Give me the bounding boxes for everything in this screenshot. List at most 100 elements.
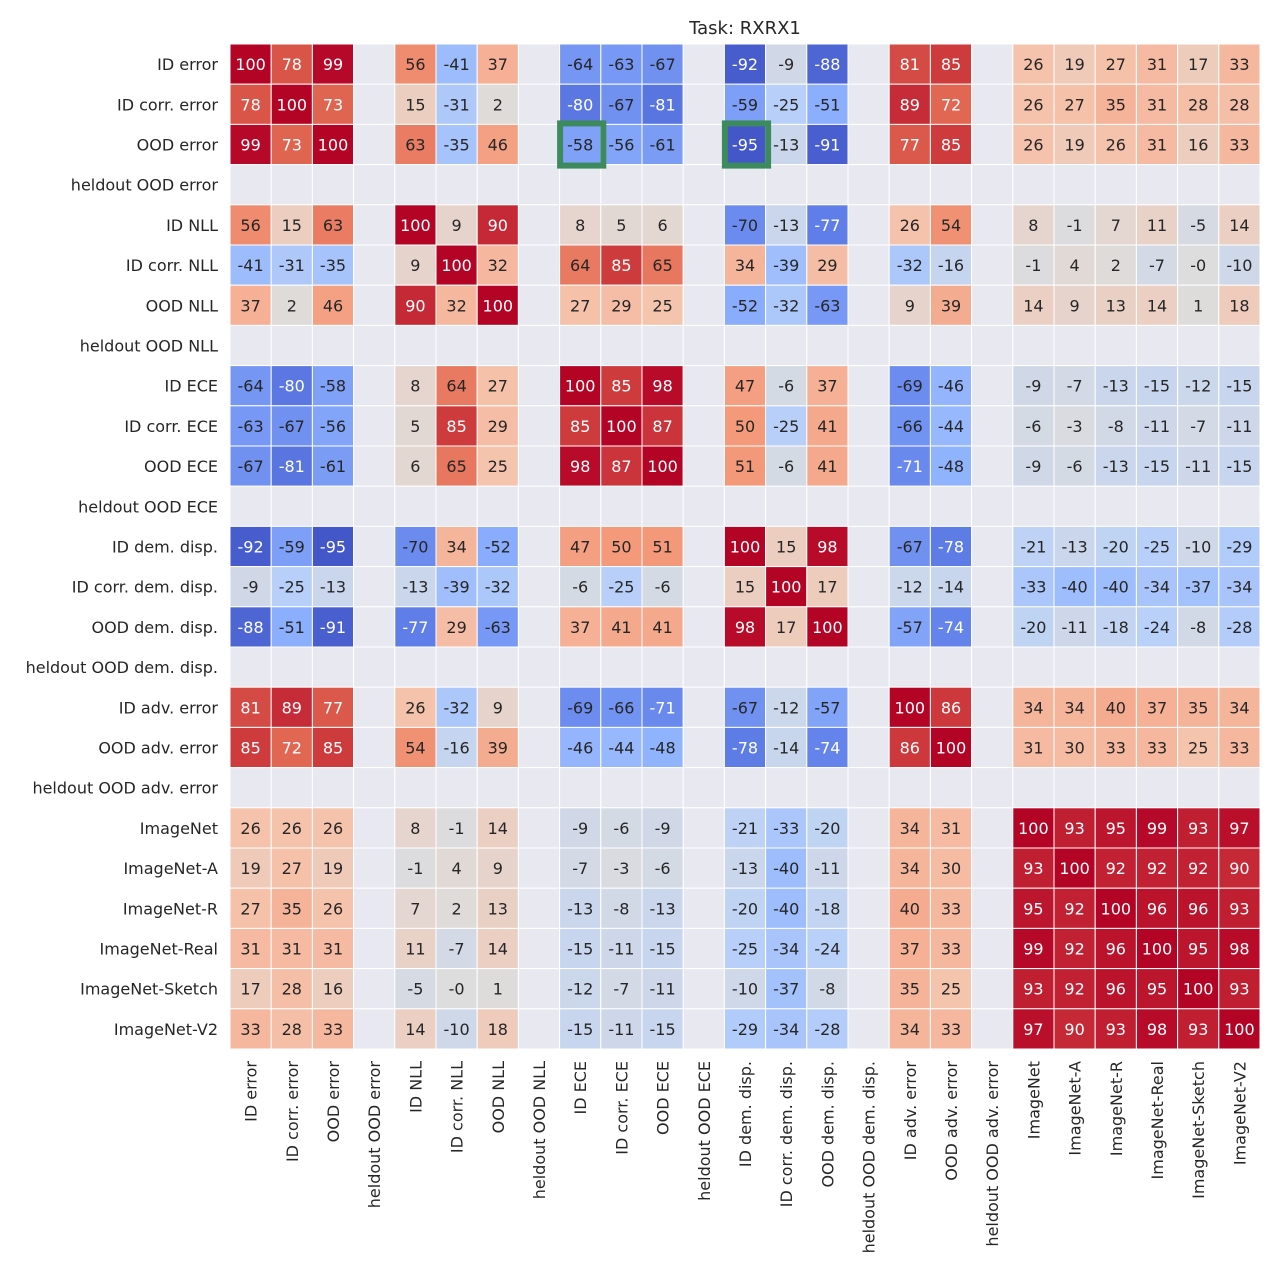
cell-value-label: -37 bbox=[1185, 578, 1211, 597]
heatmap-cell bbox=[723, 566, 767, 608]
cell-value-label: -10 bbox=[444, 1020, 470, 1039]
heatmap-cell bbox=[806, 767, 849, 809]
heatmap-cell bbox=[682, 767, 725, 809]
heatmap-cell bbox=[270, 365, 313, 407]
cell-value-label: 97 bbox=[1229, 819, 1249, 838]
heatmap-cell bbox=[1218, 485, 1261, 527]
cell-value-label: -34 bbox=[773, 1020, 799, 1039]
cell-value-label: 72 bbox=[282, 739, 302, 758]
heatmap-cell bbox=[1053, 1008, 1096, 1050]
heatmap-cell bbox=[353, 887, 396, 929]
heatmap-cell bbox=[435, 324, 478, 367]
cell-value-label: 29 bbox=[611, 296, 631, 315]
cell-value-label: -18 bbox=[814, 899, 840, 918]
cell-value-label: 47 bbox=[570, 538, 590, 557]
heatmap-cell bbox=[1094, 566, 1137, 608]
cell-value-label: -57 bbox=[814, 698, 840, 717]
heatmap-cell bbox=[311, 847, 355, 889]
heatmap-cell bbox=[559, 1008, 602, 1050]
heatmap-cell bbox=[1053, 405, 1096, 447]
heatmap-cell bbox=[847, 686, 890, 728]
heatmap-cell bbox=[1053, 43, 1096, 85]
heatmap-cell bbox=[971, 646, 1014, 688]
heatmap-cell bbox=[1094, 405, 1137, 447]
heatmap-cell bbox=[682, 968, 725, 1010]
cell-value-label: -8 bbox=[613, 899, 629, 918]
cell-value-label: 95 bbox=[1106, 819, 1126, 838]
cell-value-label: -48 bbox=[938, 457, 964, 476]
heatmap-cell bbox=[1135, 244, 1179, 286]
cell-value-label: 16 bbox=[323, 980, 343, 999]
heatmap-cell bbox=[1135, 847, 1179, 889]
heatmap-cell bbox=[353, 1008, 396, 1050]
cell-value-label: 1 bbox=[493, 980, 503, 999]
heatmap-cell bbox=[929, 324, 973, 367]
cell-value-label: 26 bbox=[1106, 136, 1126, 155]
heatmap-cell bbox=[600, 123, 643, 166]
heatmap-cell bbox=[1218, 887, 1261, 929]
cell-value-label: 63 bbox=[323, 216, 343, 235]
heatmap-cell bbox=[765, 164, 808, 206]
heatmap-cell bbox=[600, 324, 643, 367]
cell-value-label: -20 bbox=[814, 819, 840, 838]
cell-value-label: -63 bbox=[814, 296, 840, 315]
heatmap-cell bbox=[641, 164, 684, 206]
cell-value-label: 96 bbox=[1106, 940, 1126, 959]
heatmap-cell bbox=[1053, 847, 1096, 889]
heatmap-cell bbox=[847, 284, 890, 326]
cell-value-label: 13 bbox=[1106, 296, 1126, 315]
heatmap-cell bbox=[847, 204, 890, 246]
cell-value-label: -92 bbox=[238, 538, 264, 557]
heatmap-cell bbox=[1135, 284, 1179, 326]
cell-value-label: -25 bbox=[279, 578, 305, 597]
heatmap-cell bbox=[806, 927, 849, 970]
cell-value-label: -32 bbox=[897, 256, 923, 275]
heatmap-cell bbox=[1135, 43, 1179, 85]
heatmap-cell bbox=[806, 1008, 849, 1050]
heatmap-cell bbox=[806, 847, 849, 889]
cell-value-label: -56 bbox=[608, 136, 634, 155]
cell-value-label: 100 bbox=[730, 538, 761, 557]
heatmap-cell bbox=[559, 887, 602, 929]
cell-value-label: -41 bbox=[444, 55, 470, 74]
cell-value-label: 100 bbox=[277, 95, 308, 114]
column-label-imagenet: ImageNet bbox=[1024, 1061, 1043, 1139]
heatmap-cell bbox=[971, 1008, 1014, 1050]
cell-value-label: 27 bbox=[1106, 55, 1126, 74]
heatmap-cell bbox=[517, 83, 561, 125]
heatmap-cell bbox=[1177, 646, 1220, 688]
heatmap-cell bbox=[971, 767, 1014, 809]
heatmap-cell bbox=[1218, 324, 1261, 367]
cell-value-label: -35 bbox=[320, 256, 346, 275]
heatmap-cell bbox=[888, 204, 931, 246]
cell-value-label: 31 bbox=[282, 940, 302, 959]
heatmap-cell bbox=[435, 686, 478, 728]
cell-value-label: 85 bbox=[611, 377, 631, 396]
heatmap-cell bbox=[971, 566, 1014, 608]
cell-value-label: 5 bbox=[410, 417, 420, 436]
cell-value-label: -10 bbox=[1185, 538, 1211, 557]
heatmap-cell bbox=[270, 525, 313, 568]
cell-value-label: 33 bbox=[1229, 55, 1249, 74]
heatmap-cell bbox=[1218, 686, 1261, 728]
heatmap-cell bbox=[641, 485, 684, 527]
heatmap-cell bbox=[888, 1008, 931, 1050]
cell-value-label: 30 bbox=[1064, 739, 1084, 758]
cell-value-label: -28 bbox=[1226, 618, 1252, 637]
heatmap-cell bbox=[1177, 43, 1220, 85]
heatmap-cell bbox=[847, 43, 890, 85]
cell-value-label: -3 bbox=[613, 859, 629, 878]
cell-value-label: -16 bbox=[938, 256, 964, 275]
cell-value-label: -95 bbox=[320, 538, 346, 557]
heatmap-cell bbox=[435, 164, 478, 206]
heatmap-cell bbox=[229, 968, 272, 1010]
heatmap-cell bbox=[476, 767, 519, 809]
heatmap-cell bbox=[394, 164, 437, 206]
cell-value-label: 78 bbox=[282, 55, 302, 74]
cell-value-label: -9 bbox=[1025, 377, 1041, 396]
heatmap-cell bbox=[888, 445, 931, 487]
heatmap-cell bbox=[929, 566, 973, 608]
heatmap-cell bbox=[353, 485, 396, 527]
heatmap-cell bbox=[1094, 646, 1137, 688]
cell-value-label: -81 bbox=[279, 457, 305, 476]
